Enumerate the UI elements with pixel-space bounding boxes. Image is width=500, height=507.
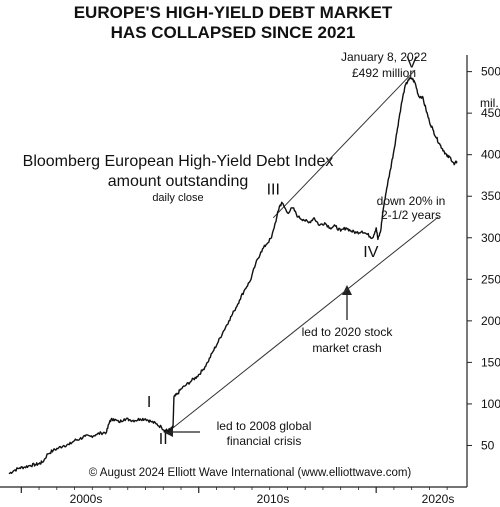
y-tick-label-350: 350 bbox=[481, 189, 500, 203]
covid-label-line-2: market crash bbox=[312, 341, 381, 355]
wave-label-II: II bbox=[159, 431, 168, 448]
decline-label-line-2: 2-1/2 years bbox=[381, 208, 441, 222]
decade-label-2010s: 2010s bbox=[257, 492, 290, 506]
series-label-line-3: daily close bbox=[152, 192, 203, 204]
covid-label-line-1: led to 2020 stock bbox=[302, 325, 394, 339]
y-tick-label-100: 100 bbox=[481, 397, 500, 411]
y-tick-label-200: 200 bbox=[481, 314, 500, 328]
y-tick-label-50: 50 bbox=[481, 438, 495, 452]
y-tick-label-150: 150 bbox=[481, 355, 500, 369]
wave-label-I: I bbox=[147, 394, 151, 411]
decade-label-2000s: 2000s bbox=[70, 492, 103, 506]
series-label-line-2: amount outstanding bbox=[108, 173, 249, 190]
series-label-line-1: Bloomberg European High-Yield Debt Index bbox=[23, 153, 334, 170]
channel-line-1 bbox=[272, 69, 416, 219]
gfc-label-line-2: financial crisis bbox=[227, 434, 302, 448]
wave-label-IV: IV bbox=[363, 244, 378, 261]
y-tick-label-500: 500 bbox=[481, 65, 500, 79]
peak-value-label: £492 million bbox=[352, 66, 416, 80]
chart-title-line-2: HAS COLLAPSED SINCE 2021 bbox=[111, 23, 356, 42]
chart-title-line-1: EUROPE'S HIGH-YIELD DEBT MARKET bbox=[74, 3, 393, 22]
y-tick-label-450: 450 bbox=[481, 106, 500, 120]
peak-date-label: January 8, 2022 bbox=[341, 50, 427, 64]
wave-label-V: V bbox=[406, 54, 417, 71]
decade-label-2020s: 2020s bbox=[422, 492, 455, 506]
series-line bbox=[8, 76, 458, 475]
y-tick-label-300: 300 bbox=[481, 231, 500, 245]
gfc-label-line-1: led to 2008 global bbox=[217, 419, 312, 433]
copyright-text: © August 2024 Elliott Wave International… bbox=[89, 467, 412, 479]
y-tick-label-250: 250 bbox=[481, 272, 500, 286]
wave-label-III: III bbox=[267, 182, 280, 199]
channel-line-2 bbox=[168, 216, 439, 432]
y-unit-label: mil. bbox=[480, 96, 499, 110]
decline-label-line-1: down 20% in bbox=[377, 194, 446, 208]
y-tick-label-400: 400 bbox=[481, 148, 500, 162]
